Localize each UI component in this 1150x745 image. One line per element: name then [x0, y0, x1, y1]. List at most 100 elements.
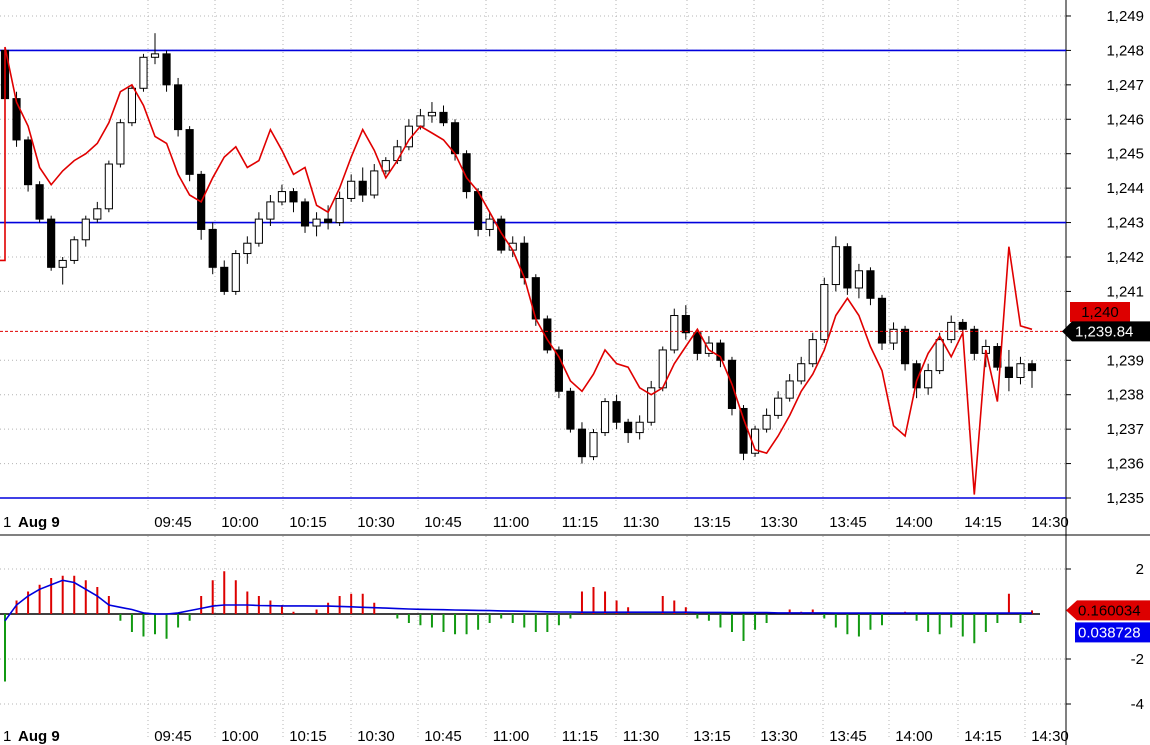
price-tick-label: 1,243	[1106, 215, 1144, 232]
price-tick-label: 1,241	[1106, 283, 1144, 300]
candle-body	[670, 315, 679, 351]
candle-body	[1004, 366, 1013, 378]
osc-badge-red	[1066, 600, 1150, 621]
candle-body	[624, 421, 633, 434]
osc-badge-blue	[1075, 622, 1150, 643]
time-tick-fragment: 1	[3, 514, 11, 531]
candle-body	[970, 328, 979, 354]
candle-body	[324, 218, 333, 224]
candle-body	[497, 218, 506, 251]
candle-body	[220, 266, 229, 292]
signal-line	[4, 579, 1032, 622]
candle-body	[647, 387, 656, 423]
price-badge-red	[1070, 302, 1130, 322]
time-tick-label: 11:00	[493, 728, 529, 745]
time-tick-label: 10:30	[357, 514, 395, 531]
candle-body	[116, 122, 125, 165]
candle-body	[185, 129, 194, 175]
time-tick-label: 13:45	[829, 728, 867, 745]
candle-body	[935, 339, 944, 372]
time-tick-label: 14:00	[895, 728, 933, 745]
time-tick-label: 13:15	[693, 514, 731, 531]
candle-body	[174, 84, 183, 131]
candle-body	[958, 321, 967, 330]
time-tick-label: 11:00	[493, 514, 529, 531]
candle-body	[866, 270, 875, 299]
candle-body	[912, 363, 921, 389]
candle-body	[104, 163, 113, 210]
candle-body	[47, 218, 56, 268]
time-tick-label: 09:45	[154, 514, 192, 531]
time-tick-label: 11:15	[562, 514, 598, 531]
time-tick-label: 14:15	[964, 514, 1002, 531]
candle-body	[208, 228, 217, 268]
candle-body	[312, 218, 321, 227]
price-badge-dark-label: 1,239.84	[1075, 323, 1133, 340]
price-tick-label: 1,248	[1106, 42, 1144, 59]
candle-body	[704, 342, 713, 354]
candle-body	[347, 180, 356, 199]
price-tick-label: 1,237	[1106, 421, 1144, 438]
time-tick-label: 10:45	[424, 514, 462, 531]
candle-body	[681, 315, 690, 334]
candle-body	[808, 339, 817, 365]
time-tick-label: 10:30	[357, 728, 395, 745]
candle-body	[900, 328, 910, 365]
time-tick-label: 13:15	[693, 728, 731, 745]
candle-body	[277, 191, 287, 203]
candle-body	[854, 270, 863, 289]
price-tick-label: 1,236	[1106, 456, 1144, 473]
price-tick-label: 1,245	[1106, 146, 1144, 163]
candle-body	[566, 390, 575, 430]
time-tick-label: 13:45	[829, 514, 867, 531]
osc-badge-blue-label: 0.038728	[1078, 624, 1141, 641]
price-badge-red-label: 1,240	[1081, 304, 1119, 321]
candle-body	[843, 246, 852, 289]
time-tick-label: 10:45	[424, 728, 462, 745]
candle-body	[716, 342, 725, 361]
candle-body	[70, 239, 79, 261]
candle-body	[24, 139, 33, 186]
candle-body	[797, 363, 806, 382]
candle-body	[589, 432, 598, 458]
time-tick-label: 10:00	[221, 514, 259, 531]
candle-body	[35, 184, 44, 220]
candle-body	[635, 421, 644, 434]
candle-body	[58, 259, 67, 268]
time-tick-label: 11:15	[562, 728, 598, 745]
candle-body	[335, 197, 344, 224]
candle-body	[693, 332, 702, 354]
candle-body	[889, 328, 898, 344]
candle-body	[924, 370, 933, 389]
candle-body	[300, 201, 310, 227]
candle-body	[81, 218, 90, 241]
candle-body	[462, 153, 471, 193]
time-tick-label: 10:00	[221, 728, 259, 745]
candle-body	[1016, 363, 1025, 378]
oscillator-pane: Aug 9 1 09:45 10:00 10:15 10:30 10:45 11:00 11:1…	[0, 536, 1150, 745]
time-tick-label: 14:30	[1031, 514, 1069, 531]
candle-body	[254, 218, 263, 244]
time-tick-label: 11:30	[623, 514, 659, 531]
osc-tick-label: -4	[1131, 696, 1144, 713]
candle-body	[370, 170, 379, 196]
candle-body	[231, 253, 240, 292]
price-tick-label: 1,247	[1106, 77, 1144, 94]
time-tick-label: Aug 9	[18, 514, 60, 531]
candle-body	[612, 401, 621, 423]
candle-body	[93, 208, 102, 220]
price-tick-label: 1,242	[1106, 249, 1144, 266]
candle-body	[774, 397, 783, 416]
price-badge-dark	[1062, 321, 1150, 342]
candle-body	[393, 146, 402, 162]
candle-body	[820, 284, 829, 341]
time-tick-label: Aug 9	[18, 728, 60, 745]
time-tick-label: 13:30	[760, 728, 798, 745]
candle-body	[831, 246, 840, 286]
candle-body	[358, 180, 367, 196]
candle-body	[762, 414, 771, 430]
price-tick-label: 1,238	[1106, 387, 1144, 404]
candle-body	[127, 87, 137, 124]
candle-body	[439, 111, 448, 124]
